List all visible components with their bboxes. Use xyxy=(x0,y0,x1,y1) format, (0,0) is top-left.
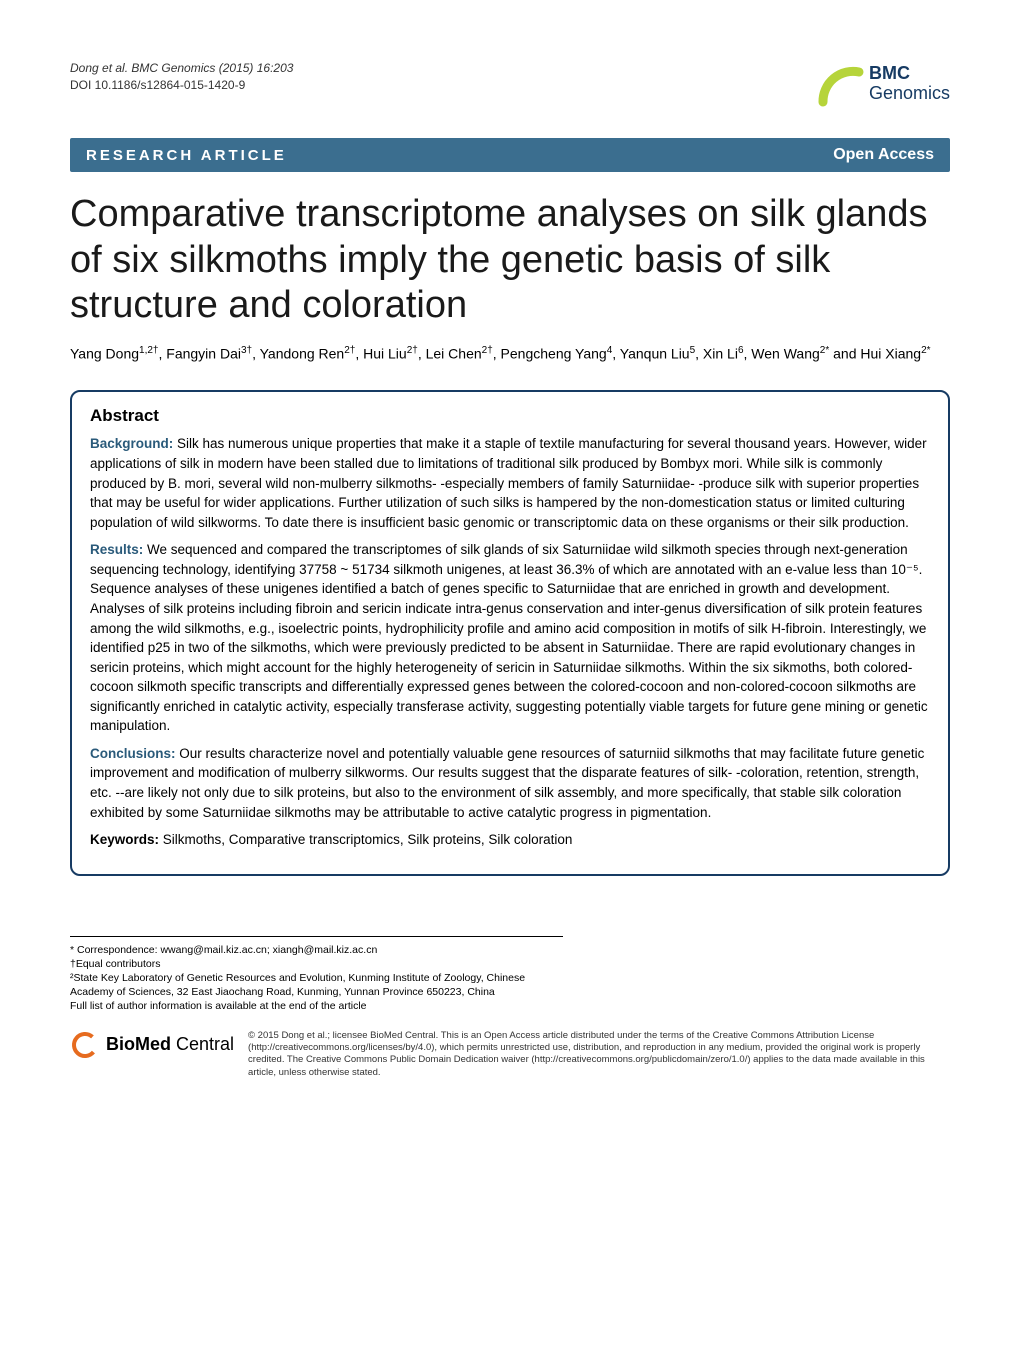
biomed-bold: BioMed xyxy=(106,1034,171,1054)
background-label: Background: xyxy=(90,436,173,451)
results-text: We sequenced and compared the transcript… xyxy=(90,542,928,733)
results-label: Results: xyxy=(90,542,143,557)
header-row: Dong et al. BMC Genomics (2015) 16:203 D… xyxy=(70,60,950,108)
article-title: Comparative transcriptome analyses on si… xyxy=(70,192,950,329)
citation-line-2: DOI 10.1186/s12864-015-1420-9 xyxy=(70,77,293,94)
correspondence-footer: * Correspondence: wwang@mail.kiz.ac.cn; … xyxy=(70,936,563,1014)
biomed-circle-icon xyxy=(70,1030,100,1060)
correspondence-line: * Correspondence: wwang@mail.kiz.ac.cn; … xyxy=(70,943,563,957)
license-text: © 2015 Dong et al.; licensee BioMed Cent… xyxy=(248,1030,950,1079)
citation-journal: Dong et al. BMC Genomics (2015) 16:203 xyxy=(70,61,293,75)
biomed-logo-text: BioMed Central xyxy=(106,1034,234,1055)
keywords-text: Silkmoths, Comparative transcriptomics, … xyxy=(159,832,572,847)
keywords-label: Keywords: xyxy=(90,832,159,847)
logo-arc-icon xyxy=(817,60,865,108)
conclusions-text: Our results characterize novel and poten… xyxy=(90,746,924,820)
abstract-heading: Abstract xyxy=(90,406,930,426)
author-list: Yang Dong1,2†, Fangyin Dai3†, Yandong Re… xyxy=(70,343,950,365)
logo-bmc: BMC xyxy=(869,64,950,84)
page: Dong et al. BMC Genomics (2015) 16:203 D… xyxy=(0,0,1020,1119)
affiliation-line: ²State Key Laboratory of Genetic Resourc… xyxy=(70,971,563,999)
journal-logo: BMC Genomics xyxy=(817,60,950,108)
conclusions-label: Conclusions: xyxy=(90,746,176,761)
open-access-label: Open Access xyxy=(833,146,934,164)
full-list-line: Full list of author information is avail… xyxy=(70,999,563,1013)
equal-contributors-line: †Equal contributors xyxy=(70,957,563,971)
biomed-rest: Central xyxy=(171,1034,234,1054)
article-type-bar: RESEARCH ARTICLE Open Access xyxy=(70,138,950,172)
citation-block: Dong et al. BMC Genomics (2015) 16:203 D… xyxy=(70,60,293,94)
license-row: BioMed Central © 2015 Dong et al.; licen… xyxy=(70,1030,950,1079)
abstract-background: Background: Silk has numerous unique pro… xyxy=(90,434,930,532)
abstract-keywords: Keywords: Silkmoths, Comparative transcr… xyxy=(90,830,930,850)
biomed-central-logo: BioMed Central xyxy=(70,1030,234,1060)
background-text: Silk has numerous unique properties that… xyxy=(90,436,927,529)
logo-text: BMC Genomics xyxy=(869,64,950,104)
logo-journal-name: Genomics xyxy=(869,84,950,104)
abstract-results: Results: We sequenced and compared the t… xyxy=(90,540,930,736)
abstract-conclusions: Conclusions: Our results characterize no… xyxy=(90,744,930,822)
citation-line-1: Dong et al. BMC Genomics (2015) 16:203 xyxy=(70,60,293,77)
abstract-box: Abstract Background: Silk has numerous u… xyxy=(70,390,950,875)
article-type-label: RESEARCH ARTICLE xyxy=(86,147,287,164)
